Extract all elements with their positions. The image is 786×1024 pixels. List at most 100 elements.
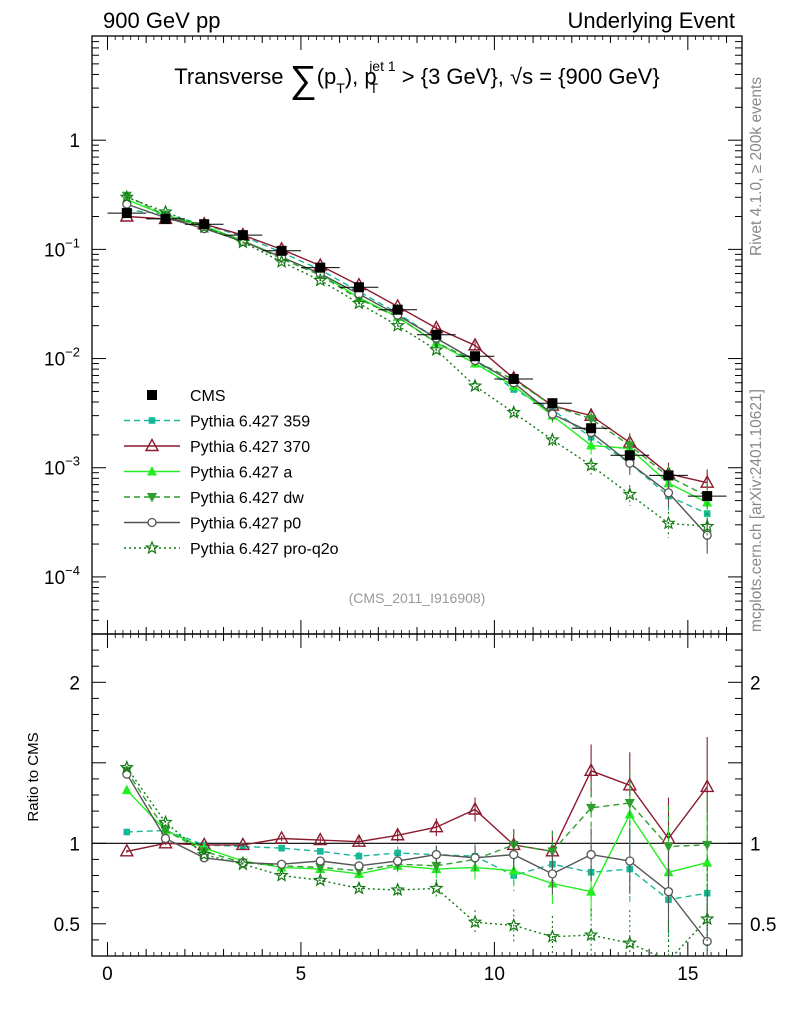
legend-marker: [147, 517, 157, 528]
ratio-point: [390, 827, 405, 841]
cms-data-point: [276, 245, 287, 256]
chart-title: Transverse ∑(pT), pTjet 1 > {3 GeV}, √s …: [174, 58, 659, 101]
ratio-point: [583, 927, 599, 942]
ratio-point: [394, 849, 401, 857]
ratio-point: [547, 869, 558, 879]
ratio-point: [586, 803, 597, 814]
data-point: [699, 518, 715, 533]
legend-label: Pythia 6.427 a: [190, 465, 292, 482]
data-point: [547, 409, 558, 419]
ratio-point: [351, 880, 367, 895]
main-plot-area: [107, 189, 727, 554]
ratio-point: [313, 832, 328, 846]
legend-marker: [144, 438, 160, 452]
legend-marker: [144, 540, 160, 555]
legend-item-pythia-6-427-dw: Pythia 6.427 dw: [124, 490, 304, 507]
ratio-point: [586, 886, 597, 896]
ratio-y-tick-label-right: 1: [750, 834, 761, 855]
cms-data-point: [237, 230, 248, 241]
ratio-point: [431, 861, 442, 872]
ratio-point: [622, 935, 638, 950]
ratio-point: [624, 799, 635, 809]
ratio-line: [126, 767, 708, 956]
cms-data-point: [121, 208, 132, 219]
data-point: [624, 441, 635, 451]
ratio-line: [126, 769, 708, 853]
ratio-point: [351, 833, 367, 847]
legend-item-cms: CMS: [147, 388, 226, 405]
ratio-point: [699, 778, 715, 793]
legend-marker: [147, 390, 157, 400]
chart-text: 0 5 10 15 1 10−1 10−2 10−3 10−4 0.5 0.5 1 1 2 2 Ratio t…: [25, 58, 776, 985]
ratio-point: [583, 762, 599, 777]
ratio-y-axis-label: Ratio to CMS: [25, 732, 42, 821]
ratio-y-tick-label-right: 0.5: [750, 915, 776, 936]
ratio-point: [586, 849, 596, 860]
legend-item-pythia-6-427-370: Pythia 6.427 370: [124, 438, 310, 456]
y-tick-label: 1: [69, 131, 80, 152]
cms-data-point: [702, 491, 713, 502]
ratio-series-pythia-6-427-pro-q2o: [119, 759, 715, 956]
ratio-point: [429, 880, 444, 895]
ratio-point: [625, 856, 635, 866]
cms-data-point: [353, 282, 364, 293]
ratio-y-tick-label: 1: [69, 834, 80, 855]
ratio-point: [316, 848, 324, 855]
ratio-point: [393, 856, 403, 866]
y-tick-label: 10−3: [44, 454, 80, 480]
ratio-point: [699, 911, 715, 926]
data-point: [429, 342, 444, 357]
ratio-point: [467, 801, 483, 815]
legend-marker: [147, 493, 157, 503]
legend-label: Pythia 6.427 370: [190, 439, 310, 456]
ratio-point: [160, 826, 171, 836]
series-pythia-6-427-359: [123, 206, 711, 532]
data-point: [702, 530, 712, 541]
ratio-point: [467, 914, 483, 929]
ratio-point: [547, 847, 558, 857]
data-point: [313, 272, 328, 287]
series-line: [126, 203, 708, 536]
legend-item-pythia-6-427-a: Pythia 6.427 a: [124, 465, 292, 482]
data-point: [467, 378, 483, 393]
y-tick-label: 10−1: [44, 235, 80, 261]
ratio-point: [315, 856, 325, 866]
ratio-point: [276, 859, 287, 869]
data-point: [235, 234, 251, 249]
rivet-version-label: Rivet 4.1.0, ≥ 200k events: [748, 76, 765, 256]
legend-item-pythia-6-427-p0: Pythia 6.427 p0: [124, 516, 301, 533]
ratio-plot-area: [119, 737, 715, 956]
ratio-y-tick-label: 0.5: [54, 915, 80, 936]
ratio-point: [663, 842, 674, 853]
data-point: [545, 432, 560, 447]
legend-item-pythia-6-427-pro-q2o: Pythia 6.427 pro-q2o: [124, 540, 339, 558]
data-point: [119, 189, 135, 204]
ratio-series-pythia-6-427-p0: [122, 769, 712, 956]
series-pythia-6-427-370: [119, 208, 715, 501]
ratio-point: [354, 861, 364, 871]
y-tick-label: 10−2: [44, 345, 80, 371]
x-tick-label: 0: [102, 964, 113, 985]
ratio-point: [119, 843, 135, 857]
header-process-label: Underlying Event: [567, 8, 735, 33]
ratio-line: [126, 829, 708, 901]
ratio-point: [506, 917, 521, 932]
series-line: [126, 199, 708, 504]
data-point: [586, 414, 597, 425]
ratio-point: [235, 856, 251, 871]
legend-label: Pythia 6.427 p0: [190, 516, 301, 533]
ratio-point: [158, 814, 173, 829]
ratio-point: [470, 853, 480, 863]
cms-data-point: [663, 470, 674, 481]
ratio-point: [702, 840, 713, 851]
ratio-line: [126, 773, 708, 942]
data-point: [351, 295, 367, 310]
legend: CMS Pythia 6.427 359 Pythia 6.427 370 Pythi…: [124, 388, 339, 558]
ratio-point: [663, 886, 674, 897]
ratio-point: [315, 863, 326, 873]
ratio-point: [355, 852, 363, 860]
ratio-point: [545, 929, 560, 943]
x-tick-label: 5: [296, 964, 307, 985]
ratio-y-tick-label: 2: [69, 673, 80, 694]
